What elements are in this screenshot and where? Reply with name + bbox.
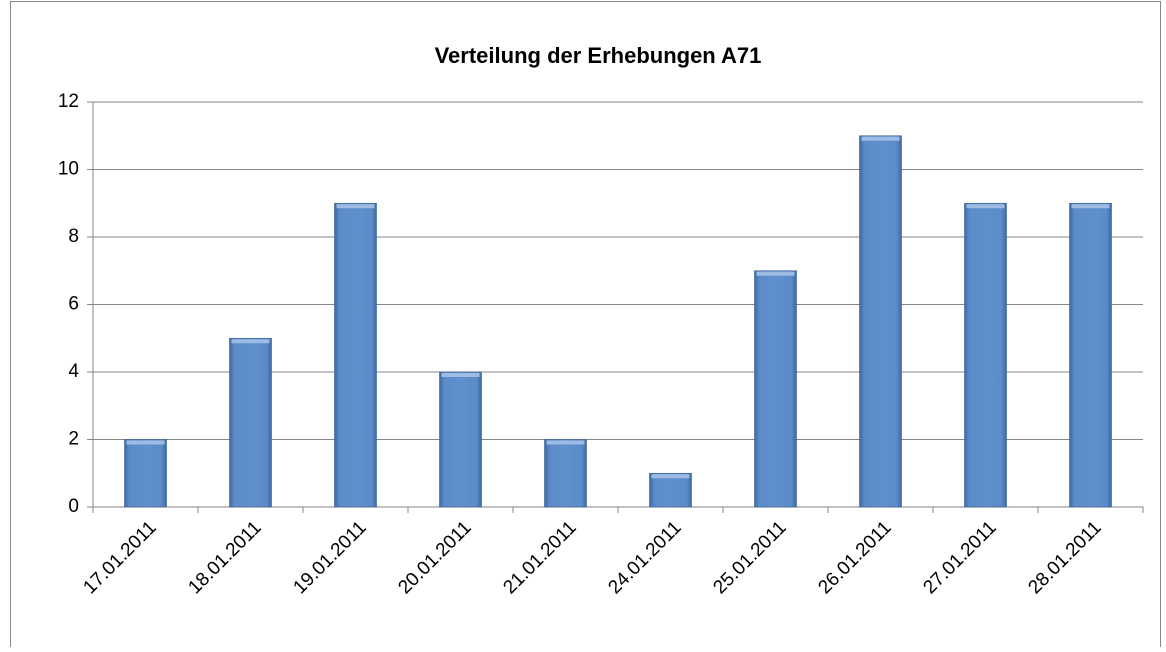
bar-bevel [966, 204, 1005, 209]
y-tick-label: 12 [58, 91, 79, 112]
y-tick-label: 10 [58, 159, 79, 180]
bar [439, 371, 482, 508]
bar [544, 439, 587, 508]
bar-bevel [1071, 204, 1110, 209]
bar [649, 472, 692, 508]
bar-bevel [651, 474, 690, 479]
bar [1069, 202, 1112, 508]
bar-bevel [126, 440, 165, 445]
chart-title: Verteilung der Erhebungen A71 [435, 43, 762, 68]
bar-bevel [861, 136, 900, 141]
bar-bevel [546, 440, 585, 445]
y-tick-label: 2 [68, 429, 79, 450]
bar [964, 202, 1007, 508]
bar-bevel [336, 204, 375, 209]
bar [334, 202, 377, 508]
y-tick-label: 6 [68, 294, 79, 315]
bar-bevel [231, 339, 270, 344]
y-tick-label: 8 [68, 226, 79, 247]
y-tick-label: 4 [68, 361, 79, 382]
bar [124, 439, 167, 508]
bar [754, 270, 797, 508]
y-tick-label: 0 [68, 496, 79, 517]
bar [859, 135, 902, 508]
bar-bevel [756, 271, 795, 276]
bar [229, 337, 272, 508]
bar-bevel [441, 373, 480, 377]
